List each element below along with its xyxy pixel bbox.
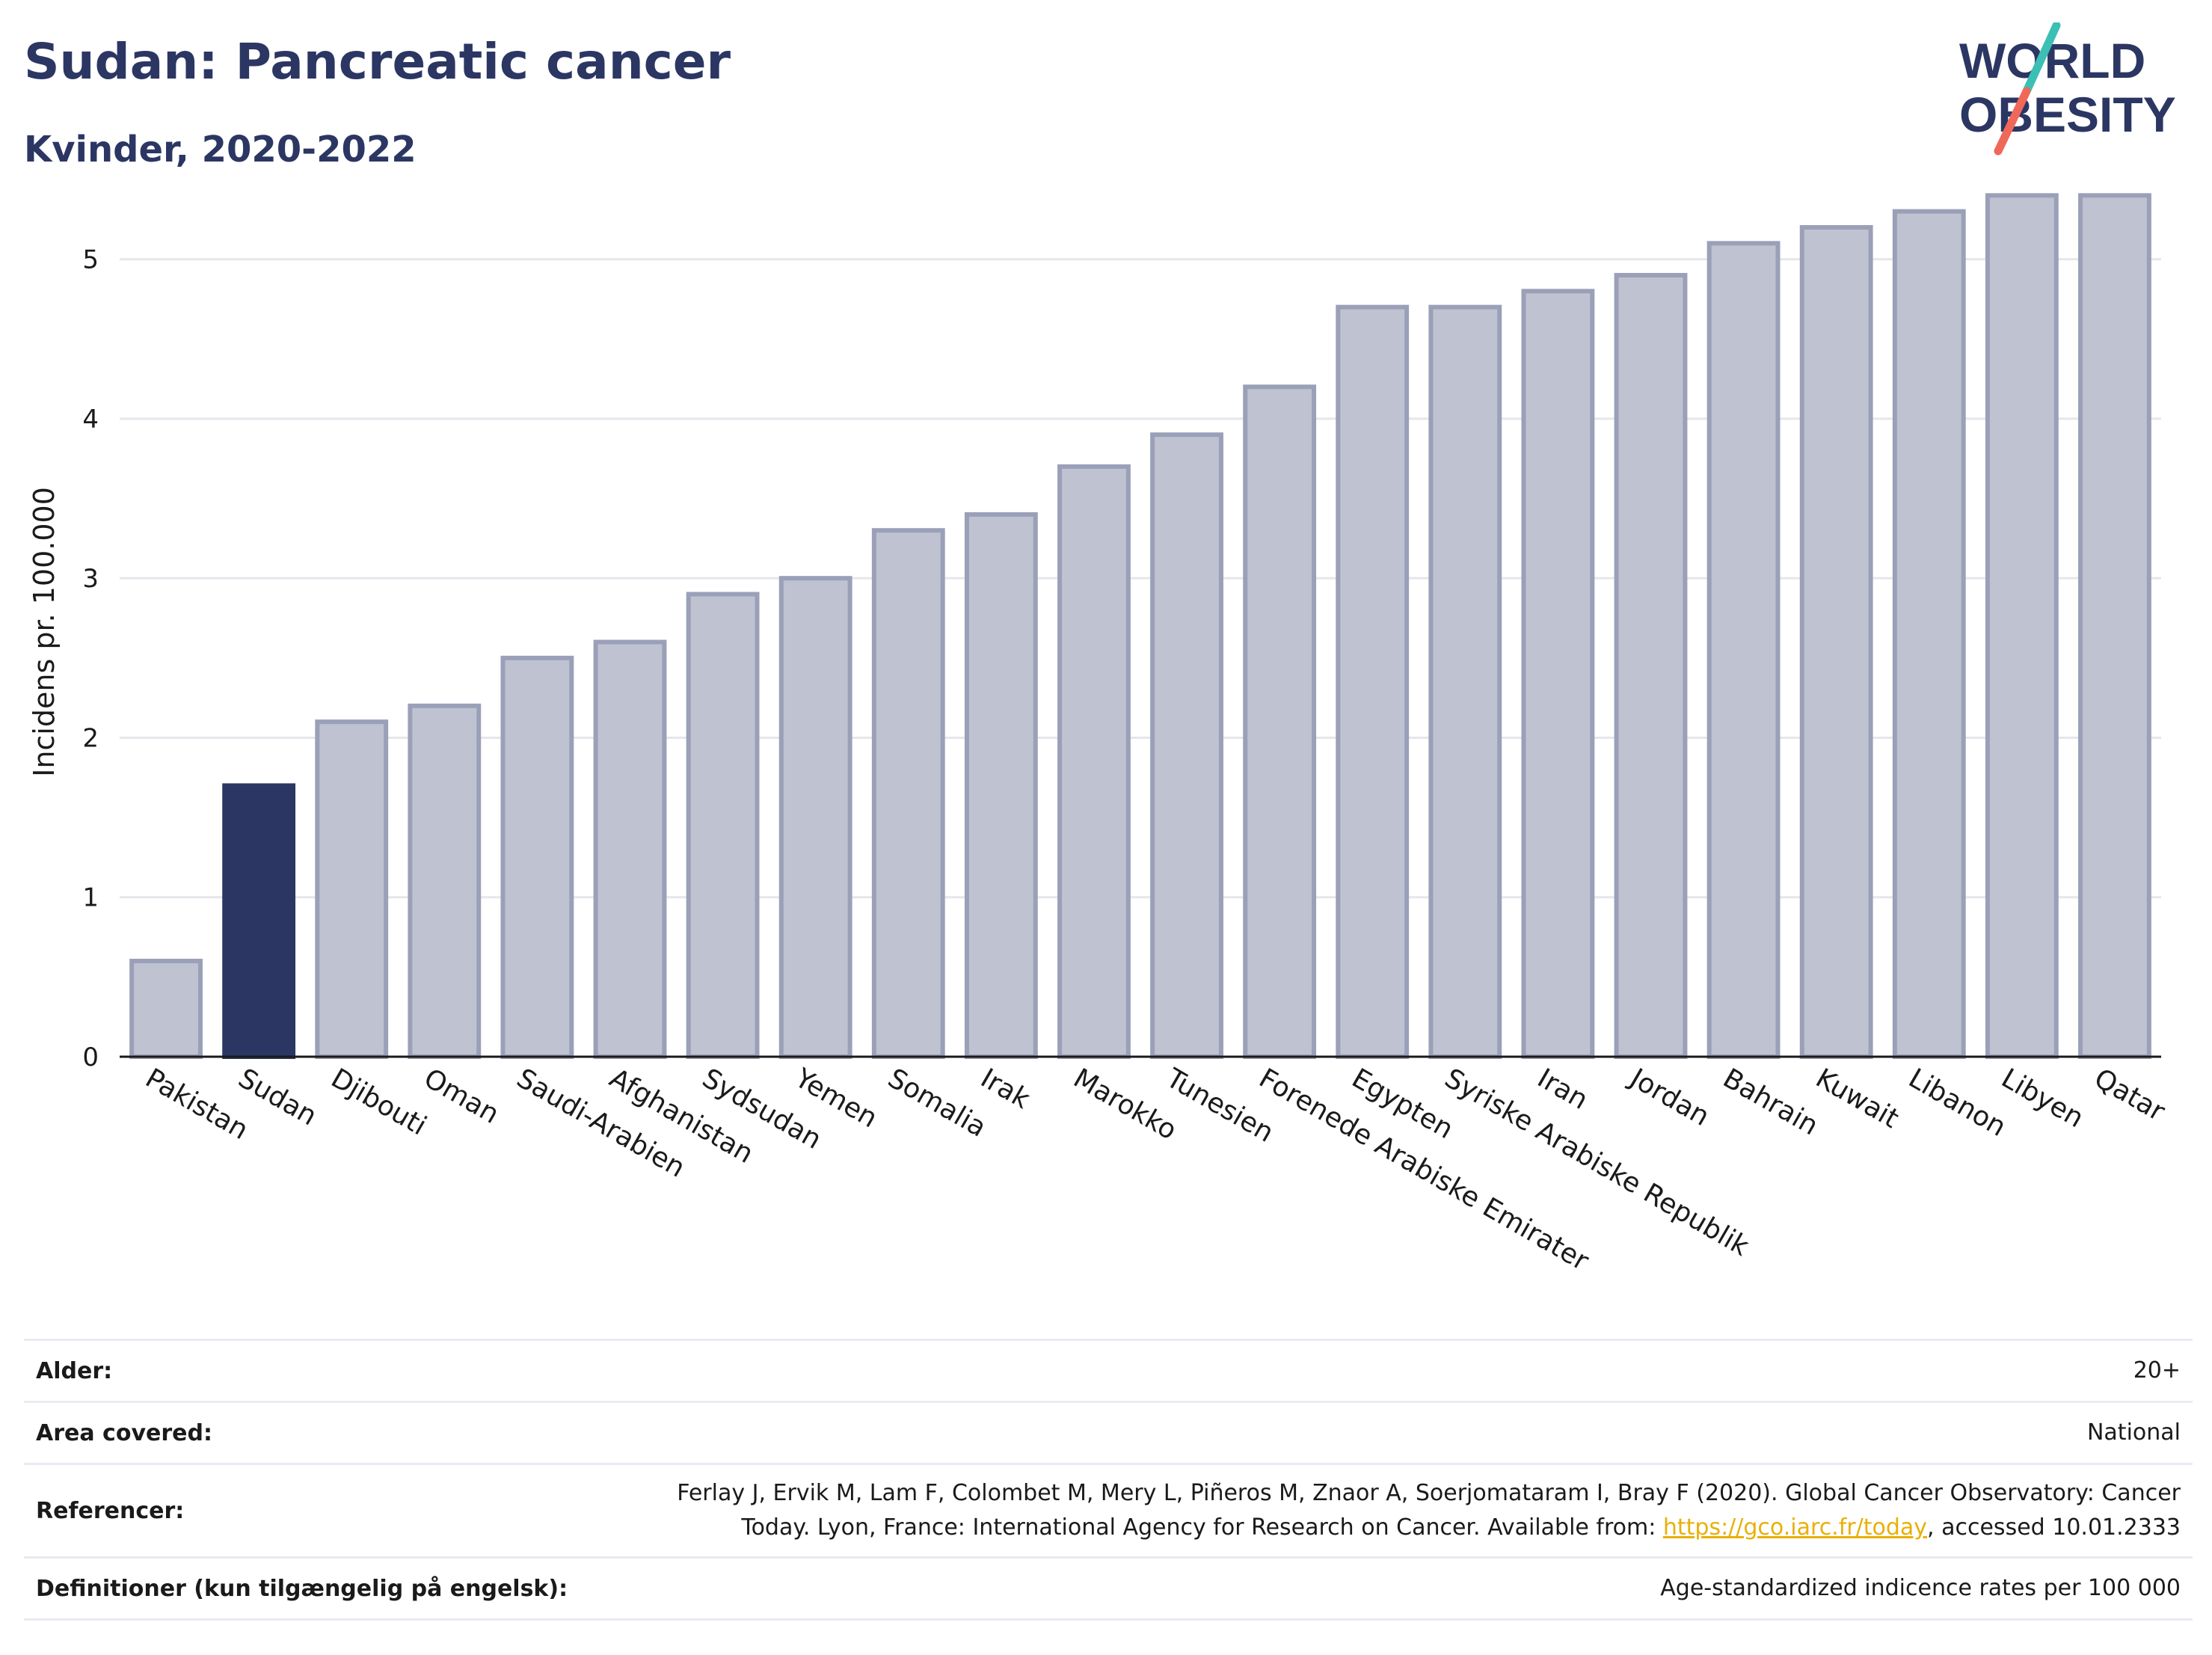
x-tick-label: Djibouti	[326, 1063, 431, 1141]
x-tick-label: Tunesien	[1161, 1063, 1279, 1149]
x-tick-label: Syriske Arabiske Republik	[1440, 1063, 1754, 1262]
bar	[1057, 464, 1131, 1059]
bar	[778, 576, 852, 1059]
y-tick-label: 3	[82, 564, 99, 594]
world-obesity-logo: WORLD OBESITY	[1959, 22, 2176, 156]
area-value: National	[2086, 1419, 2181, 1446]
definitions-value: Age-standardized indicence rates per 100…	[1660, 1575, 2181, 1601]
bar	[1428, 304, 1502, 1060]
bar	[1706, 241, 1781, 1059]
bar	[964, 512, 1038, 1059]
area-label: Area covered:	[36, 1419, 212, 1446]
references-link[interactable]: https://gco.iarc.fr/today	[1662, 1514, 1928, 1541]
definitions-label: Definitioner (kun tilgængelig på engelsk…	[36, 1575, 568, 1602]
chart-title: Sudan: Pancreatic cancer	[24, 33, 731, 90]
x-tick-label: Bahrain	[1718, 1063, 1823, 1141]
bars	[129, 193, 2151, 1060]
info-row-references: Referencer: Ferlay J, Ervik M, Lam F, Co…	[24, 1464, 2193, 1558]
x-tick-label: Somalia	[882, 1063, 991, 1143]
references-line1: Ferlay J, Ervik M, Lam F, Colombet M, Me…	[677, 1480, 2181, 1506]
bar	[1336, 304, 1410, 1060]
bar	[1614, 272, 1688, 1059]
bar	[2078, 193, 2151, 1059]
x-tick-label: Qatar	[2089, 1063, 2169, 1127]
x-tick-label: Iran	[1532, 1063, 1593, 1116]
y-tick-label: 2	[82, 723, 99, 753]
bar	[1521, 289, 1595, 1060]
info-row-definitions: Definitioner (kun tilgængelig på engelsk…	[24, 1557, 2193, 1620]
references-value: Ferlay J, Ervik M, Lam F, Colombet M, Me…	[616, 1464, 2193, 1558]
references-line2-suffix: , accessed 10.01.2333	[1927, 1514, 2181, 1541]
y-tick-label: 5	[82, 245, 99, 275]
y-tick-label: 0	[82, 1043, 99, 1072]
x-tick-label: Oman	[419, 1063, 504, 1130]
age-label: Alder:	[36, 1357, 113, 1384]
logo-slash-top	[2022, 22, 2061, 96]
bar	[593, 639, 667, 1059]
chart-subtitle: Kvinder, 2020-2022	[24, 129, 417, 171]
logo-word-obesity: OBESITY	[1959, 87, 2176, 142]
bar	[1799, 224, 1873, 1059]
bar	[1243, 384, 1317, 1059]
x-tick-label: Marokko	[1068, 1063, 1182, 1146]
bar	[686, 592, 760, 1059]
x-tick-label: Kuwait	[1810, 1063, 1904, 1134]
bar	[1892, 209, 1966, 1059]
bar	[1985, 193, 2059, 1059]
bar-highlighted	[222, 783, 296, 1060]
info-row-age: Alder: 20+	[24, 1339, 2193, 1402]
bar	[315, 719, 389, 1059]
info-row-area: Area covered: National	[24, 1401, 2193, 1464]
bar	[129, 959, 203, 1060]
bar	[871, 528, 945, 1059]
x-tick-label: Libanon	[1903, 1063, 2011, 1143]
x-tick-label: Irak	[975, 1063, 1035, 1115]
x-tick-label: Jordan	[1623, 1062, 1714, 1132]
bar	[1150, 432, 1223, 1059]
info-table: Alder: 20+ Area covered: National Refere…	[24, 1339, 2193, 1621]
references-label: Referencer:	[36, 1497, 185, 1524]
age-value: 20+	[2133, 1357, 2181, 1384]
y-tick-label: 1	[82, 883, 99, 913]
references-line2-prefix: Today. Lyon, France: International Agenc…	[741, 1514, 1663, 1541]
x-tick-label: Libyen	[1996, 1063, 2089, 1134]
y-tick-label: 4	[82, 405, 99, 435]
bar	[408, 703, 482, 1059]
bar	[500, 655, 574, 1059]
y-axis-label: Incidens pr. 100.000	[28, 487, 61, 777]
x-tick-label: Pakistan	[141, 1063, 254, 1146]
logo-slash-bottom	[1994, 87, 2031, 156]
